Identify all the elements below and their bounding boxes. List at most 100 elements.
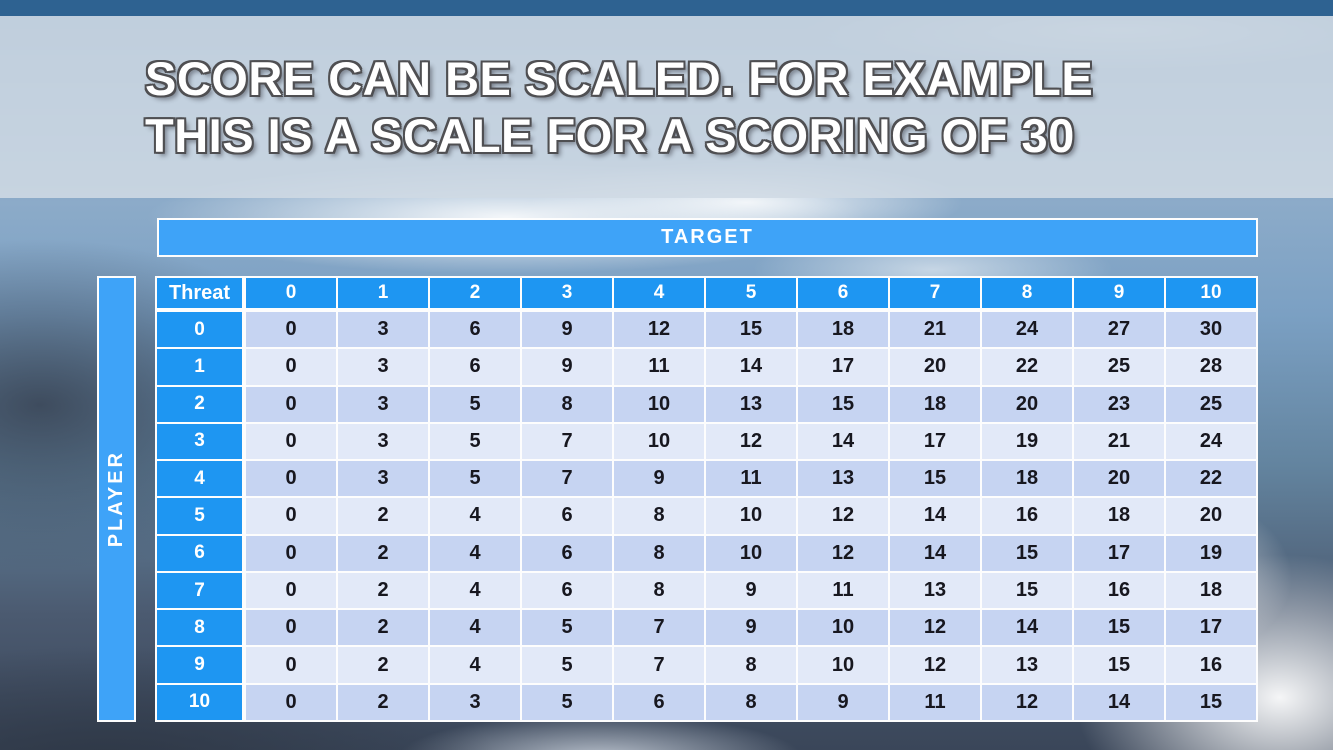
column-header-cell: 3	[522, 278, 612, 310]
score-cell: 4	[430, 647, 520, 683]
target-axis-header: TARGET	[157, 218, 1258, 257]
score-cell: 12	[798, 498, 888, 534]
score-cell: 0	[246, 535, 336, 571]
row-header-cell: 8	[157, 610, 244, 646]
score-cell: 18	[1074, 498, 1164, 534]
score-cell: 12	[798, 535, 888, 571]
score-cell: 30	[1166, 312, 1256, 348]
score-cell: 7	[522, 461, 612, 497]
threat-corner-cell: Threat	[157, 278, 244, 310]
score-cell: 20	[982, 386, 1072, 422]
score-cell: 17	[1166, 610, 1256, 646]
score-cell: 17	[1074, 535, 1164, 571]
score-cell: 10	[614, 423, 704, 460]
score-cell: 12	[706, 423, 796, 460]
score-cell: 5	[430, 386, 520, 422]
column-header-cell: 9	[1074, 278, 1164, 310]
score-cell: 5	[522, 610, 612, 646]
score-cell: 13	[798, 461, 888, 497]
score-cell: 14	[798, 423, 888, 460]
score-cell: 16	[982, 498, 1072, 534]
score-cell: 17	[890, 423, 980, 460]
column-header-cell: 0	[246, 278, 336, 310]
score-cell: 21	[890, 312, 980, 348]
score-cell: 0	[246, 572, 336, 609]
score-cell: 6	[522, 535, 612, 571]
score-cell: 14	[1074, 684, 1164, 720]
score-cell: 2	[338, 684, 428, 720]
score-cell: 25	[1074, 349, 1164, 385]
target-axis-label: TARGET	[661, 226, 754, 248]
score-cell: 15	[890, 461, 980, 497]
score-cell: 10	[798, 647, 888, 683]
column-header-cell: 6	[798, 278, 888, 310]
score-cell: 14	[890, 498, 980, 534]
score-cell: 8	[614, 535, 704, 571]
score-cell: 17	[798, 349, 888, 385]
score-cell: 7	[522, 423, 612, 460]
score-cell: 8	[614, 572, 704, 609]
score-cell: 12	[982, 684, 1072, 720]
row-header-cell: 0	[157, 312, 244, 348]
column-header-cell: 10	[1166, 278, 1256, 310]
score-cell: 18	[798, 312, 888, 348]
score-cell: 3	[430, 684, 520, 720]
score-cell: 6	[614, 684, 704, 720]
score-cell: 20	[1166, 498, 1256, 534]
score-cell: 6	[522, 498, 612, 534]
score-cell: 11	[798, 572, 888, 609]
score-cell: 27	[1074, 312, 1164, 348]
score-cell: 12	[614, 312, 704, 348]
score-cell: 0	[246, 498, 336, 534]
score-cell: 22	[982, 349, 1072, 385]
score-cell: 0	[246, 312, 336, 348]
score-cell: 23	[1074, 386, 1164, 422]
score-cell: 6	[522, 572, 612, 609]
score-cell: 16	[1166, 647, 1256, 683]
score-cell: 19	[982, 423, 1072, 460]
score-cell: 21	[1074, 423, 1164, 460]
score-cell: 22	[1166, 461, 1256, 497]
score-cell: 15	[798, 386, 888, 422]
column-header-cell: 5	[706, 278, 796, 310]
score-cell: 24	[1166, 423, 1256, 460]
score-cell: 8	[614, 498, 704, 534]
column-header-cell: 8	[982, 278, 1072, 310]
title-line-2: THIS IS A SCALE FOR A SCORING OF 30	[145, 109, 1075, 162]
score-cell: 24	[982, 312, 1072, 348]
score-cell: 4	[430, 498, 520, 534]
row-header-cell: 7	[157, 572, 244, 609]
column-header-cell: 4	[614, 278, 704, 310]
score-cell: 20	[1074, 461, 1164, 497]
score-cell: 10	[706, 535, 796, 571]
score-cell: 5	[522, 684, 612, 720]
score-cell: 2	[338, 535, 428, 571]
score-cell: 10	[614, 386, 704, 422]
score-cell: 20	[890, 349, 980, 385]
score-cell: 15	[1074, 647, 1164, 683]
score-cell: 25	[1166, 386, 1256, 422]
score-cell: 5	[430, 423, 520, 460]
score-cell: 14	[706, 349, 796, 385]
score-cell: 2	[338, 572, 428, 609]
score-cell: 9	[522, 349, 612, 385]
score-cell: 14	[890, 535, 980, 571]
score-table: Threat 0 1 2 3 4 5 6 7 8 9 10 0 0 3 6 9 12 15 18 21 24 27 30 1 0 3…	[155, 276, 1258, 722]
score-cell: 3	[338, 312, 428, 348]
row-header-cell: 6	[157, 535, 244, 571]
title-band: SCORE CAN BE SCALED. FOR EXAMPLE THIS IS…	[0, 16, 1333, 198]
score-cell: 15	[1166, 684, 1256, 720]
score-cell: 11	[614, 349, 704, 385]
score-cell: 5	[430, 461, 520, 497]
score-cell: 12	[890, 647, 980, 683]
score-cell: 9	[522, 312, 612, 348]
row-header-cell: 2	[157, 386, 244, 422]
score-cell: 19	[1166, 535, 1256, 571]
score-cell: 3	[338, 349, 428, 385]
score-cell: 0	[246, 386, 336, 422]
score-cell: 0	[246, 423, 336, 460]
score-cell: 13	[982, 647, 1072, 683]
score-cell: 3	[338, 461, 428, 497]
score-cell: 16	[1074, 572, 1164, 609]
